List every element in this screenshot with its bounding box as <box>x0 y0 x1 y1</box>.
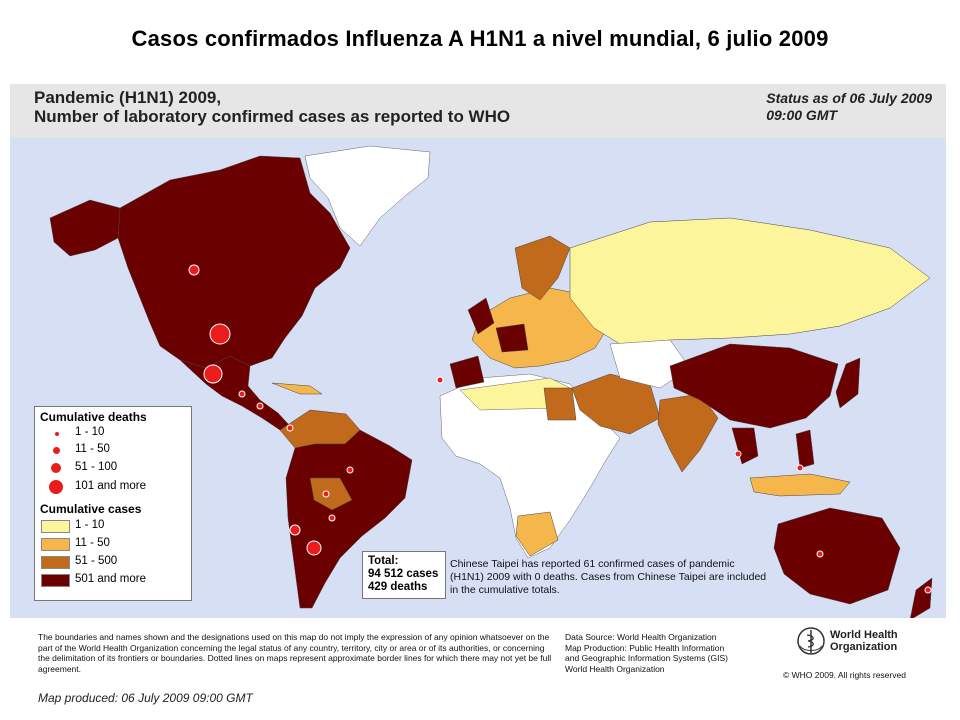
total-cases: 94 512 cases <box>368 568 439 580</box>
legend-cases-2: 11 - 50 <box>75 537 110 549</box>
legend-deaths-3: 51 - 100 <box>75 461 118 473</box>
death-circle-paraguay <box>322 490 330 498</box>
source-line4: World Health Organization <box>565 663 665 674</box>
legend-death-dot-4 <box>48 479 64 495</box>
legend-deaths-title: Cumulative deaths <box>40 410 147 424</box>
death-circle-thailand <box>734 450 742 458</box>
indonesia <box>749 473 851 497</box>
world-map: Cumulative deaths 1 - 10 11 - 50 51 - 10… <box>10 138 946 618</box>
death-circle-argentina <box>306 540 322 556</box>
philippines <box>795 429 815 469</box>
new-zealand <box>910 577 933 618</box>
source-line3: and Geographic Information Systems (GIS) <box>565 653 728 663</box>
death-circle-mexico <box>203 364 223 384</box>
mexico-central-america <box>179 355 291 431</box>
legend-cases-1: 1 - 10 <box>75 519 105 531</box>
map-panel: Pandemic (H1N1) 2009, Number of laborato… <box>10 84 946 618</box>
united-kingdom <box>467 297 495 335</box>
caribbean <box>271 382 323 395</box>
middle-east <box>571 373 661 435</box>
map-produced: Map produced: 06 July 2009 09:00 GMT <box>38 691 253 705</box>
north-america <box>117 155 351 369</box>
status-line2: 09:00 GMT <box>766 107 838 123</box>
who-line1: World Health <box>830 629 898 641</box>
death-circle-costa-rica <box>256 402 264 410</box>
egypt <box>543 387 577 421</box>
russia <box>569 217 931 345</box>
legend-death-dot-2 <box>52 446 61 455</box>
thailand <box>731 427 759 465</box>
data-source: Data Source: World Health Organization M… <box>565 632 765 674</box>
map-status: Status as of 06 July 2009 09:00 GMT <box>766 90 932 124</box>
total-box: Total: 94 512 cases 429 deaths <box>362 551 446 599</box>
death-circle-australia <box>816 550 824 558</box>
death-circle-uruguay <box>328 514 336 522</box>
legend-cases-title: Cumulative cases <box>40 502 142 516</box>
who-copyright: © WHO 2009. All rights reserved <box>783 670 906 680</box>
death-circle-colombia <box>286 424 294 432</box>
death-circle-guatemala <box>238 390 246 398</box>
south-america <box>285 429 413 609</box>
disclaimer-text: The boundaries and names shown and the d… <box>38 632 552 674</box>
alaska <box>49 199 121 257</box>
death-circle-new-zealand <box>924 586 932 594</box>
death-circle-usa <box>209 323 231 345</box>
legend-cases-4: 501 and more <box>75 573 146 585</box>
who-name: World Health Organization <box>830 629 898 653</box>
death-circle-chile <box>289 524 301 536</box>
legend-swatch-2 <box>41 538 70 551</box>
greenland <box>304 145 431 247</box>
total-deaths: 429 deaths <box>368 581 428 593</box>
map-title-line2: Number of laboratory confirmed cases as … <box>34 107 511 126</box>
status-line1: Status as of 06 July 2009 <box>766 90 932 106</box>
who-emblem-icon <box>797 627 825 655</box>
legend-swatch-3 <box>41 556 70 569</box>
legend-deaths-2: 11 - 50 <box>75 443 110 455</box>
legend-death-dot-3 <box>50 462 62 474</box>
legend-cases-3: 51 - 500 <box>75 555 118 567</box>
legend-swatch-1 <box>41 520 70 533</box>
map-header: Pandemic (H1N1) 2009, Number of laborato… <box>10 84 946 130</box>
death-circle-philippines <box>796 464 804 472</box>
bolivia-paraguay <box>309 477 353 511</box>
scandinavia <box>514 235 571 301</box>
iberia <box>449 355 485 389</box>
death-circle-spain <box>436 376 444 384</box>
china <box>669 343 839 429</box>
legend-swatch-4 <box>41 574 70 587</box>
slide-title: Casos confirmados Influenza A H1N1 a niv… <box>131 26 829 51</box>
map-legend: Cumulative deaths 1 - 10 11 - 50 51 - 10… <box>34 406 192 601</box>
japan <box>835 357 861 409</box>
legend-deaths-4: 101 and more <box>75 480 146 492</box>
germany <box>495 323 529 353</box>
death-circle-canada <box>188 264 200 276</box>
source-line1: Data Source: World Health Organization <box>565 632 717 642</box>
map-title: Pandemic (H1N1) 2009, Number of laborato… <box>34 88 510 126</box>
total-label: Total: <box>368 555 399 567</box>
legend-death-dot-1 <box>54 431 60 437</box>
world-map-svg <box>49 145 933 618</box>
south-africa <box>515 511 559 557</box>
australia <box>773 507 901 605</box>
taipei-note: Chinese Taipei has reported 61 confirmed… <box>450 558 767 596</box>
map-title-line1: Pandemic (H1N1) 2009, <box>34 88 222 107</box>
source-line2: Map Production: Public Health Informatio… <box>565 642 725 653</box>
legend-deaths-1: 1 - 10 <box>75 426 105 438</box>
death-circle-brazil <box>346 466 354 474</box>
who-line2: Organization <box>830 641 898 653</box>
